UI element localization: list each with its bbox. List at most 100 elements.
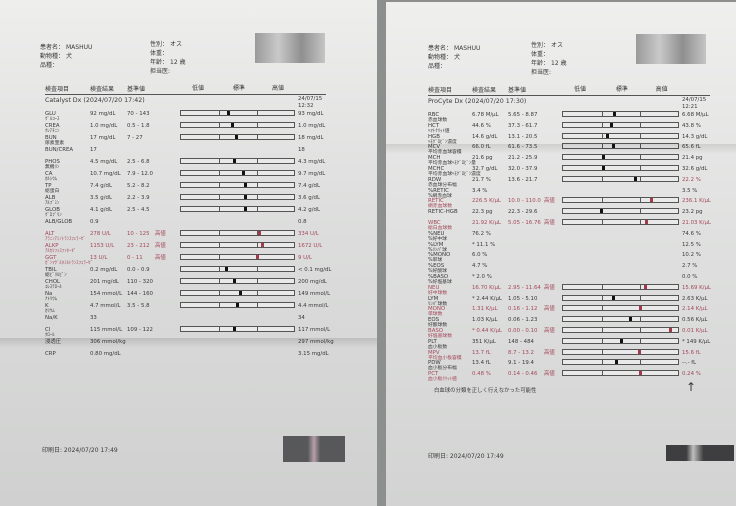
- test-code: MCV: [428, 144, 440, 150]
- range-divider: [640, 359, 642, 366]
- range-bar: [180, 266, 295, 272]
- test-name-jp: %単球: [428, 258, 443, 264]
- range-divider: [218, 134, 220, 140]
- age-label: 年齢：: [531, 60, 550, 67]
- test-result: 21.92 K/μL: [472, 220, 501, 226]
- reference-range: 110 - 320: [127, 279, 153, 285]
- test-code: WBC: [428, 220, 441, 226]
- high-flag: 高値: [155, 231, 166, 237]
- col-low: 低値: [192, 85, 205, 92]
- print-date: 印刷日: 2024/07/20 17:49: [428, 453, 504, 460]
- result-marker: [232, 279, 236, 283]
- test-result: 278 U/L: [90, 231, 111, 237]
- reference-range: 2.2 - 3.9: [127, 195, 150, 201]
- test-name-jp: 好塩基球数: [428, 334, 452, 339]
- range-divider: [256, 242, 258, 248]
- col-item: 検査項目: [428, 87, 453, 94]
- range-divider: [256, 194, 258, 200]
- previous-result: 4.4 mmol/L: [298, 303, 329, 309]
- range-bar: [562, 154, 679, 161]
- reference-range: 0.14 - 0.46: [508, 371, 538, 378]
- test-result: 33: [90, 315, 97, 321]
- test-name-jp: 尿素窒素: [45, 141, 65, 146]
- result-marker: [614, 360, 618, 365]
- range-divider: [640, 208, 642, 215]
- test-code: MCHC: [428, 166, 445, 172]
- previous-result: 9 U/L: [298, 255, 312, 261]
- test-result: 4.7 %: [472, 263, 488, 270]
- test-name-jp: 総白血球数: [428, 226, 452, 231]
- test-code: PHOS: [45, 159, 60, 165]
- previous-result: 9.7 mg/dL: [298, 171, 326, 177]
- previous-result: 297 mmol/kg: [298, 339, 334, 345]
- previous-result: 4.2 g/dL: [298, 207, 320, 213]
- test-code: %LYM: [428, 241, 444, 248]
- test-result: 4.1 g/dL: [90, 207, 112, 213]
- range-divider: [601, 111, 603, 117]
- result-marker: [620, 338, 624, 343]
- test-code: ALT: [45, 231, 55, 237]
- test-result: 351 K/μL: [472, 338, 496, 345]
- test-result: 21.6 pg: [472, 155, 493, 162]
- test-code: ALKP: [45, 243, 59, 249]
- range-divider: [218, 122, 220, 128]
- test-name-jp: ﾘﾝﾊﾟ球数: [428, 301, 448, 307]
- test-code: LYM: [428, 295, 439, 302]
- previous-result: 149 mmol/L: [298, 291, 331, 297]
- header-rule: [45, 94, 326, 95]
- range-divider: [256, 122, 258, 128]
- previous-result: 3.6 g/dL: [298, 195, 320, 201]
- test-result: * 2.44 K/μL: [472, 295, 502, 302]
- previous-result: 3.15 mg/dL: [298, 351, 329, 357]
- test-result: 21.7 %: [472, 176, 491, 183]
- col-normal: 標準: [232, 85, 245, 92]
- range-divider: [640, 197, 642, 204]
- previous-result: 12.5 %: [682, 241, 701, 248]
- result-marker: [243, 207, 247, 211]
- range-divider: [601, 175, 603, 182]
- test-code: GLOB: [45, 207, 60, 213]
- reference-range: 21.2 - 25.9: [508, 155, 538, 162]
- redacted-block: [283, 436, 345, 462]
- test-code: TBIL: [45, 267, 57, 273]
- test-result: * 0.44 K/μL: [472, 328, 502, 334]
- reference-range: 8.7 - 13.2: [508, 349, 534, 356]
- reference-range: 148 - 484: [508, 338, 534, 345]
- sex: オス: [551, 42, 564, 49]
- range-bar: [180, 230, 295, 236]
- range-divider: [256, 326, 258, 332]
- previous-result: 14.3 g/dL: [682, 133, 708, 140]
- range-divider: [640, 111, 642, 117]
- previous-result: 34: [298, 315, 305, 321]
- range-divider: [640, 316, 642, 323]
- range-bar: [180, 242, 295, 248]
- range-divider: [640, 294, 642, 301]
- test-result: 66.0 fL: [472, 144, 491, 150]
- range-bar: [180, 182, 295, 188]
- range-divider: [256, 302, 258, 308]
- range-bar: [562, 337, 679, 344]
- range-bar: [562, 197, 679, 204]
- test-name-jp: ｶﾞﾝﾏｸﾞﾙﾀﾐﾙﾄﾗﾝｽﾌｪﾗｰｾﾞ: [45, 261, 93, 266]
- range-bar: [180, 194, 295, 200]
- test-name-jp: ﾍﾏﾄｸﾘｯﾄ値: [428, 128, 450, 134]
- range-divider: [218, 170, 220, 176]
- result-marker: [243, 183, 247, 187]
- vet-label: 担当医:: [531, 69, 552, 76]
- result-marker: [613, 112, 617, 116]
- result-marker: [633, 176, 637, 181]
- test-name-jp: 平均赤血球容積: [428, 150, 462, 156]
- range-divider: [218, 206, 220, 212]
- previous-result: 93 mg/dL: [298, 111, 324, 117]
- range-divider: [601, 219, 603, 225]
- result-marker: [612, 295, 616, 300]
- breed-label: 品種：: [428, 63, 447, 70]
- test-name-jp: 単球数: [428, 312, 443, 318]
- range-bar: [562, 175, 679, 182]
- test-result: 1153 U/L: [90, 243, 115, 249]
- test-code: RBC: [428, 112, 440, 118]
- test-code: %EOS: [428, 263, 445, 270]
- range-bar: [562, 370, 679, 377]
- range-bar: [562, 219, 679, 225]
- result-marker: [638, 349, 642, 354]
